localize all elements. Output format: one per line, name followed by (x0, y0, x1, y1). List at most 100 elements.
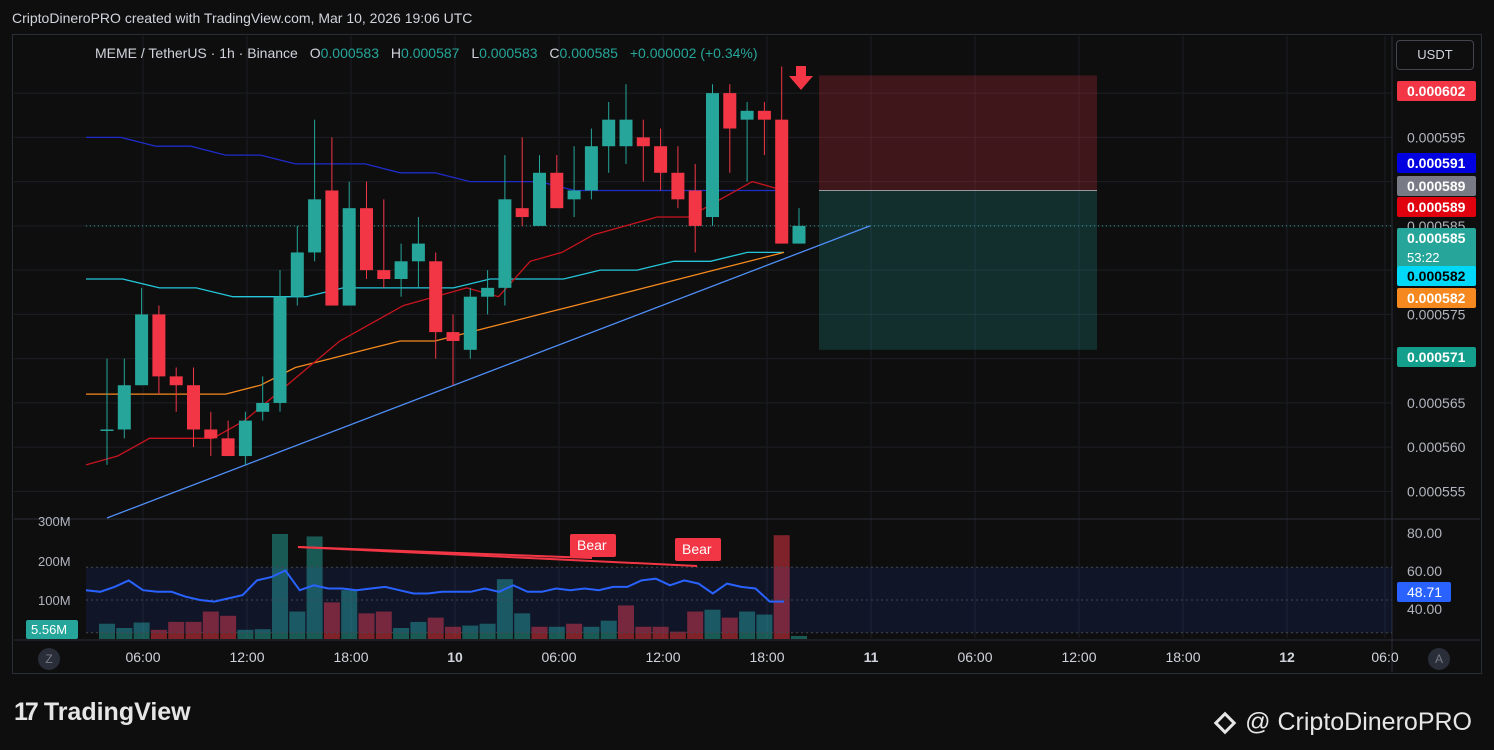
candle (515, 137, 529, 226)
high-value: 0.000587 (401, 45, 460, 61)
volume-bar (150, 629, 167, 639)
candle (152, 305, 166, 395)
price-tick-label: 0.000560 (1407, 439, 1466, 455)
open-label: O (309, 45, 321, 61)
candle (792, 208, 806, 244)
take-profit-zone[interactable] (819, 190, 1097, 350)
rsi-tick-label: 60.00 (1407, 563, 1442, 579)
price-label-bg (1397, 288, 1476, 308)
time-tick-label: 06:00 (957, 649, 992, 665)
candle-body (533, 172, 546, 226)
price-label-last: 0.000585 53:22 (1397, 228, 1476, 268)
price-tick-label: 0.000555 (1407, 483, 1466, 499)
stop-loss-zone[interactable] (819, 75, 1097, 191)
candle-body (394, 261, 408, 279)
diamond-logo-icon (1213, 711, 1237, 734)
log-scale-button[interactable]: Z (38, 648, 60, 670)
candle (187, 367, 200, 448)
close-label: C (549, 45, 560, 61)
candle (584, 128, 598, 200)
candle-body (273, 296, 287, 403)
price-label-target: 0.000571 (1397, 347, 1476, 367)
trendline[interactable] (106, 225, 871, 519)
candle (204, 411, 218, 457)
rsi-last-text: 48.71 (1407, 584, 1442, 600)
time-tick-label: 18:00 (333, 649, 368, 665)
candle (135, 287, 149, 386)
open-value: 0.000583 (320, 45, 380, 61)
bear-divergence-label: Bear (570, 534, 616, 557)
candle (238, 411, 252, 465)
time-tick-label: 06:0 (1371, 649, 1398, 665)
bear-label-text: Bear (682, 541, 712, 557)
candle (308, 119, 322, 262)
candle-body (308, 199, 322, 253)
price-label-ma-blue: 0.000591 (1397, 153, 1476, 173)
candle (602, 101, 616, 173)
price-label-stop: 0.000602 (1397, 81, 1476, 101)
rsi-line (85, 569, 784, 603)
volume-bar (289, 611, 306, 639)
candle (723, 84, 737, 173)
candle-body (169, 376, 183, 386)
time-tick-label: 06:00 (541, 649, 576, 665)
candle-body (100, 429, 114, 431)
low-value: 0.000583 (479, 45, 538, 61)
change-value: +0.000002 (+0.34%) (629, 45, 758, 61)
auto-scale-button[interactable]: A (1428, 648, 1450, 670)
candle-body (360, 208, 373, 271)
volume-tick-label: 300M (38, 514, 71, 529)
tradingview-logo-icon: 17 (14, 698, 39, 726)
candle-body (290, 252, 304, 297)
candle-body (498, 199, 512, 288)
candle-body (706, 93, 719, 218)
ma-orange-line (86, 251, 785, 395)
price-label-bg (1397, 228, 1476, 268)
candle (706, 84, 719, 226)
candle-body (325, 190, 339, 306)
volume-bar (687, 611, 704, 639)
candle (360, 181, 373, 279)
volume-bar (739, 611, 756, 639)
candle-body (515, 208, 529, 218)
price-label-bg (1397, 81, 1476, 101)
time-tick-label: 12:00 (1061, 649, 1096, 665)
time-tick-label: 06:00 (125, 649, 160, 665)
price-tick-label: 0.000575 (1407, 306, 1466, 322)
candle-body (602, 119, 616, 147)
volume-bar (99, 623, 115, 639)
candle (342, 181, 356, 306)
candle-body (636, 137, 650, 147)
currency-button[interactable]: USDT (1396, 40, 1474, 70)
rsi-last-bg (1397, 582, 1451, 602)
watermark-text: @ CriptoDineroPRO (1245, 708, 1472, 736)
candle-body (792, 225, 806, 244)
volume-bar (323, 602, 340, 639)
candle-body (757, 110, 771, 120)
volume-bar (773, 535, 790, 639)
candle (688, 163, 702, 253)
rsi-last-label: 48.71 (1397, 582, 1451, 602)
candle-body (135, 314, 149, 386)
brand-name: TradingView (43, 698, 191, 726)
volume-last-bg (26, 620, 78, 639)
candle (636, 119, 650, 182)
candle-body (187, 385, 200, 430)
candle (429, 252, 443, 359)
candle (377, 199, 391, 288)
volume-last-text: 5.56M (31, 622, 67, 637)
price-label-text: 0.000582 (1407, 290, 1466, 306)
short-signal-arrow-icon (789, 66, 813, 90)
candle-body (117, 385, 131, 430)
price-label-ma-orange: 0.000582 (1397, 288, 1476, 308)
candle (740, 101, 754, 182)
volume-bar (566, 623, 583, 639)
volume-bar (410, 621, 427, 639)
author-watermark: @ CriptoDineroPRO (1213, 708, 1472, 737)
price-label-entry: 0.000589 (1397, 176, 1476, 196)
bear-label-bg (675, 538, 721, 561)
candle (325, 137, 339, 306)
high-label: H (390, 45, 402, 61)
time-tick-label: 10 (447, 649, 463, 665)
